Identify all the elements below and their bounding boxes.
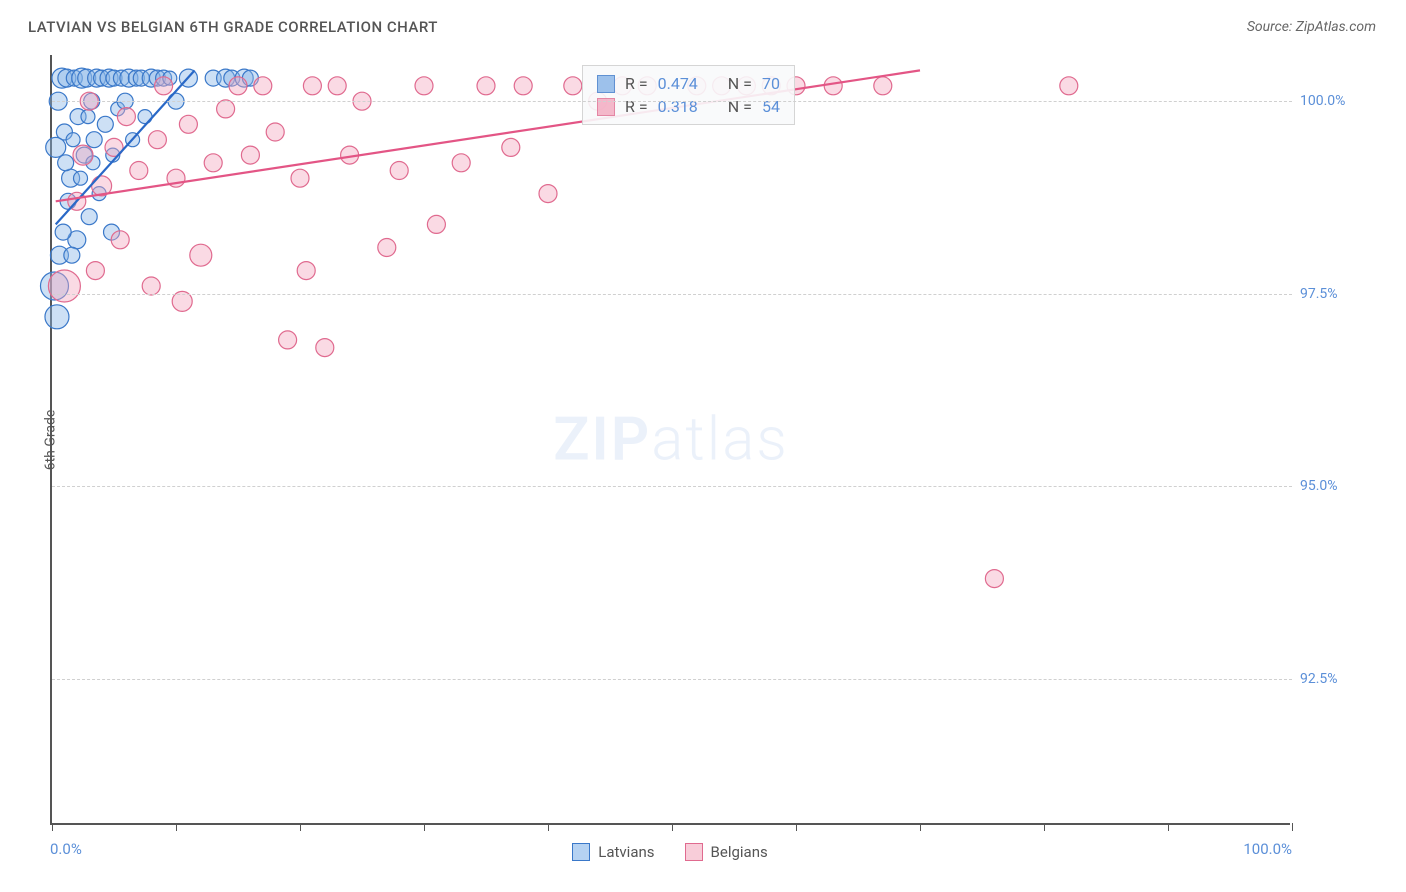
scatter-point <box>81 209 97 225</box>
ytick-label: 92.5% <box>1300 671 1338 687</box>
ytick-label: 97.5% <box>1300 286 1338 302</box>
source-name: ZipAtlas.com <box>1296 19 1376 35</box>
legend-swatch <box>572 843 590 861</box>
scatter-point <box>73 145 93 165</box>
scatter-point <box>217 100 235 118</box>
scatter-point <box>415 77 433 95</box>
scatter-point <box>190 244 212 266</box>
legend-r-value: 0.474 <box>658 74 698 93</box>
xtick <box>920 823 921 831</box>
gridline <box>52 101 1292 102</box>
scatter-point <box>179 115 197 133</box>
scatter-point <box>86 262 104 280</box>
gridline <box>52 294 1292 295</box>
xtick <box>1168 823 1169 831</box>
scatter-point <box>539 185 557 203</box>
scatter-point <box>55 224 71 240</box>
scatter-point <box>48 270 80 302</box>
ytick-label: 100.0% <box>1300 93 1345 109</box>
scatter-point <box>297 262 315 280</box>
bottom-legend: Latvians Belgians <box>50 843 1290 861</box>
legend-n-value: 54 <box>762 97 780 116</box>
scatter-point <box>229 77 247 95</box>
plot-container: 6th Grade ZIPatlas R =0.474N =70R =0.318… <box>50 55 1370 825</box>
scatter-point <box>378 239 396 257</box>
scatter-point <box>564 77 582 95</box>
scatter-point <box>241 146 259 164</box>
scatter-point <box>204 154 222 172</box>
scatter-point <box>130 162 148 180</box>
scatter-point <box>316 339 334 357</box>
xtick <box>300 823 301 831</box>
xtick <box>176 823 177 831</box>
xtick <box>672 823 673 831</box>
scatter-point <box>81 110 95 124</box>
bottom-legend-item: Latvians <box>572 843 654 861</box>
gridline <box>52 486 1292 487</box>
legend-r-label: R = <box>625 97 648 116</box>
xtick <box>52 823 53 831</box>
scatter-point <box>390 162 408 180</box>
scatter-point <box>117 108 135 126</box>
scatter-point <box>64 247 80 263</box>
legend-swatch <box>597 98 615 116</box>
scatter-point <box>291 169 309 187</box>
scatter-svg <box>52 55 1292 825</box>
scatter-point <box>155 77 173 95</box>
scatter-point <box>74 171 88 185</box>
scatter-point <box>142 277 160 295</box>
scatter-point <box>111 231 129 249</box>
xtick <box>424 823 425 831</box>
scatter-point <box>477 77 495 95</box>
legend-swatch <box>597 75 615 93</box>
legend-row: R = 0.474 N = 70 <box>597 72 780 95</box>
legend-n-label: N = <box>728 97 752 116</box>
scatter-point <box>303 77 321 95</box>
xtick <box>548 823 549 831</box>
chart-header: LATVIAN VS BELGIAN 6TH GRADE CORRELATION… <box>0 0 1406 46</box>
ytick-label: 95.0% <box>1300 478 1338 494</box>
scatter-point <box>1060 77 1078 95</box>
scatter-point <box>97 116 113 132</box>
legend-label: Belgians <box>711 843 768 861</box>
legend-n-value: 70 <box>762 74 780 93</box>
xtick <box>796 823 797 831</box>
xtick <box>1044 823 1045 831</box>
plot-area: ZIPatlas R =0.474N =70R =0.318N =54 <box>50 55 1290 825</box>
scatter-point <box>427 215 445 233</box>
scatter-point <box>328 77 346 95</box>
scatter-point <box>46 137 66 157</box>
legend-row: R = 0.318 N = 54 <box>597 95 780 118</box>
scatter-point <box>985 570 1003 588</box>
scatter-point <box>86 132 102 148</box>
source-label: Source: <box>1247 19 1292 35</box>
gridline <box>52 679 1292 680</box>
scatter-point <box>45 305 69 329</box>
legend-r-label: R = <box>625 74 648 93</box>
scatter-point <box>874 77 892 95</box>
legend-label: Latvians <box>598 843 654 861</box>
chart-title: LATVIAN VS BELGIAN 6TH GRADE CORRELATION… <box>28 18 438 36</box>
scatter-point <box>452 154 470 172</box>
scatter-point <box>254 77 272 95</box>
scatter-point <box>266 123 284 141</box>
scatter-point <box>279 331 297 349</box>
scatter-point <box>148 131 166 149</box>
scatter-point <box>66 133 80 147</box>
source-attribution: Source: ZipAtlas.com <box>1247 19 1376 35</box>
correlation-legend: R = 0.474 N = 70 R = 0.318 N = 54 <box>582 65 795 125</box>
legend-r-value: 0.318 <box>658 97 698 116</box>
bottom-legend-item: Belgians <box>685 843 768 861</box>
scatter-point <box>514 77 532 95</box>
scatter-point <box>58 155 74 171</box>
scatter-point <box>502 138 520 156</box>
legend-swatch <box>685 843 703 861</box>
xtick <box>1292 823 1293 831</box>
scatter-point <box>824 77 842 95</box>
legend-n-label: N = <box>728 74 752 93</box>
